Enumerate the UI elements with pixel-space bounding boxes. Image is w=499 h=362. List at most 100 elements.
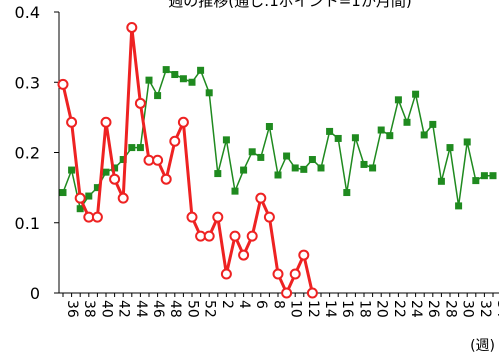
x-tick-label: 16 (339, 300, 355, 318)
y-tick-label: 0.2 (15, 144, 40, 163)
data-point (111, 164, 119, 172)
data-point (420, 131, 428, 139)
data-point (289, 268, 301, 280)
data-point (265, 123, 273, 131)
y-tick-label: 0.4 (15, 3, 40, 22)
x-tick-label: 42 (116, 300, 132, 318)
data-point (119, 156, 127, 164)
x-tick-label: 46 (150, 300, 166, 318)
data-point (197, 66, 205, 74)
data-point (334, 134, 342, 142)
data-point (162, 66, 170, 74)
data-point (263, 211, 275, 223)
data-point (377, 126, 385, 134)
data-point (126, 21, 138, 33)
x-tick-label: 50 (184, 300, 200, 318)
data-point (255, 192, 267, 204)
x-tick-label: 36 (64, 300, 80, 318)
x-axis-unit: (週) (470, 338, 495, 354)
x-tick-label: 40 (98, 300, 114, 318)
x-tick-label: 2 (219, 300, 235, 309)
series-2-line (61, 27, 314, 297)
y-tick-label: 0 (30, 284, 40, 303)
x-tick-label: 26 (425, 300, 441, 318)
data-point (91, 211, 103, 223)
data-point (214, 170, 222, 178)
data-point (76, 205, 84, 213)
data-point (274, 171, 282, 179)
data-point (102, 168, 110, 176)
data-point (300, 165, 308, 173)
data-point (134, 97, 146, 109)
data-point (212, 211, 224, 223)
x-tick-label: 22 (391, 300, 407, 318)
data-point (489, 172, 497, 180)
data-point (154, 92, 162, 100)
data-point (186, 211, 198, 223)
data-point (281, 287, 293, 299)
data-point (306, 287, 318, 299)
data-point (100, 116, 112, 128)
data-point (248, 148, 256, 156)
data-point (360, 160, 368, 168)
x-tick-label: 38 (81, 300, 97, 318)
x-tick-label: 28 (442, 300, 458, 318)
x-tick-label: 32 (477, 300, 493, 318)
data-point (231, 187, 239, 195)
data-point (369, 164, 377, 172)
data-point (403, 118, 411, 126)
data-point (351, 134, 359, 142)
data-point (229, 230, 241, 242)
y-tick-label: 0.1 (15, 214, 40, 233)
x-tick-label: 24 (408, 300, 424, 318)
data-point (455, 202, 463, 210)
series-layer (57, 21, 497, 299)
data-point (246, 230, 258, 242)
data-point (160, 173, 172, 185)
data-point (59, 189, 67, 197)
x-tick-label: 20 (374, 300, 390, 318)
data-point (85, 192, 93, 200)
data-point (222, 136, 230, 144)
y-tick-label: 0.3 (15, 73, 40, 92)
data-point (394, 96, 402, 104)
data-point (446, 144, 454, 152)
x-axis-ticks: 36 38 40 42 44 46 48 50 52 2 4 6 8 10 12 14 16 18 20 22 24 26… (62, 293, 499, 318)
data-point (472, 177, 480, 185)
data-point (93, 184, 101, 192)
data-point (117, 192, 129, 204)
data-point (177, 116, 189, 128)
data-point (429, 120, 437, 128)
data-point (326, 127, 334, 135)
data-point (220, 268, 232, 280)
data-point (291, 164, 299, 172)
x-tick-label: 48 (167, 300, 183, 318)
data-point (317, 164, 325, 172)
data-point (238, 249, 250, 261)
x-tick-label: 8 (270, 300, 286, 309)
series-1 (59, 66, 497, 213)
data-point (205, 89, 213, 97)
data-point (283, 152, 291, 160)
x-tick-label: 6 (253, 300, 269, 309)
data-point (343, 189, 351, 197)
chart-title: 週の推移(通し:1ポイント=1か月間) (168, 0, 411, 10)
data-point (188, 78, 196, 86)
data-point (66, 116, 78, 128)
data-point (437, 177, 445, 185)
data-point (152, 154, 164, 166)
data-point (240, 166, 248, 174)
data-point (298, 249, 310, 261)
x-tick-label: 52 (202, 300, 218, 318)
data-point (386, 132, 394, 140)
data-point (203, 230, 215, 242)
data-point (68, 166, 76, 174)
x-tick-label: 44 (133, 300, 149, 318)
y-axis-ticks: 0 0.1 0.2 0.3 0.4 (15, 3, 59, 303)
x-tick-label: 30 (460, 300, 476, 318)
data-point (109, 173, 121, 185)
data-point (57, 78, 69, 90)
x-tick-label: 14 (322, 300, 338, 318)
x-tick-label: 4 (236, 300, 252, 309)
